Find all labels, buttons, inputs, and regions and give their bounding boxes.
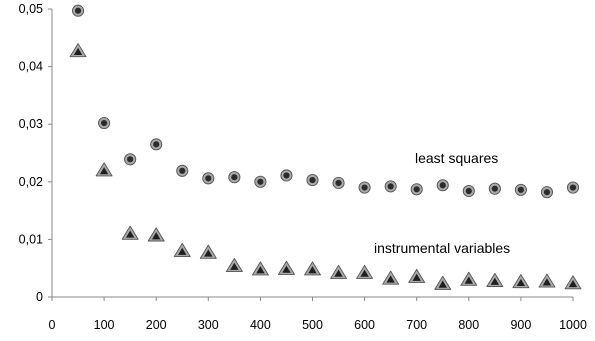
y-tick-label: 0,03 (19, 117, 43, 131)
circle-point (228, 171, 241, 184)
circle-point (410, 183, 423, 196)
y-axis-ticks: 0 0,01 0,02 0,03 0,04 0,05 (19, 2, 52, 304)
circle-point (150, 138, 163, 151)
triangle-point (356, 264, 374, 279)
triangle-point (408, 268, 426, 283)
x-tick-label: 1000 (559, 318, 587, 332)
x-tick-label: 700 (406, 318, 427, 332)
triangle-point (382, 270, 400, 285)
triangle-point (512, 274, 530, 289)
y-tick-label: 0 (36, 290, 43, 304)
triangle-point (95, 162, 113, 177)
y-tick-label: 0,05 (19, 2, 43, 16)
triangle-point (251, 261, 269, 276)
triangle-point (538, 273, 556, 288)
y-tick-label: 0,01 (19, 232, 43, 246)
x-tick-label: 500 (302, 318, 323, 332)
triangle-point (173, 242, 191, 257)
x-tick-label: 200 (146, 318, 167, 332)
circle-point (176, 164, 189, 177)
triangle-point (121, 225, 139, 240)
x-axis-ticks: 0 100 200 300 400 500 600 700 800 900 1000 (49, 297, 587, 332)
circle-point (306, 174, 319, 187)
circle-point (254, 175, 267, 188)
circle-point (358, 181, 371, 194)
x-tick-label: 100 (94, 318, 115, 332)
triangle-point (564, 275, 582, 290)
circle-point (202, 172, 215, 185)
circle-point (98, 116, 111, 130)
data-points (69, 4, 582, 290)
x-tick-label: 400 (250, 318, 271, 332)
x-tick-label: 600 (354, 318, 375, 332)
x-tick-label: 800 (458, 318, 479, 332)
triangle-point (460, 271, 478, 286)
triangle-point (330, 264, 347, 279)
x-tick-label: 300 (198, 318, 219, 332)
circle-point (72, 4, 85, 17)
triangle-point (69, 43, 87, 58)
circle-point (384, 180, 397, 193)
y-tick-label: 0,04 (19, 60, 43, 74)
circle-point (540, 186, 554, 199)
circle-point (332, 176, 345, 190)
circle-point (462, 184, 475, 198)
y-tick-label: 0,02 (19, 175, 43, 189)
circle-point (280, 169, 293, 182)
circle-point (566, 181, 580, 194)
circle-point (436, 179, 449, 192)
triangle-point (199, 244, 217, 259)
triangle-point (304, 261, 321, 276)
triangle-point (486, 272, 504, 287)
circle-point (488, 182, 501, 195)
annotation-least-squares: least squares (415, 150, 498, 166)
x-tick-label: 900 (510, 318, 531, 332)
x-tick-label: 0 (49, 318, 56, 332)
annotation-instrumental-variables: instrumental variables (374, 240, 510, 256)
triangle-point (434, 275, 452, 290)
triangle-point (278, 260, 295, 275)
circle-point (124, 153, 137, 166)
triangle-point (147, 227, 165, 242)
triangle-point (225, 257, 243, 272)
circle-point (514, 183, 527, 196)
